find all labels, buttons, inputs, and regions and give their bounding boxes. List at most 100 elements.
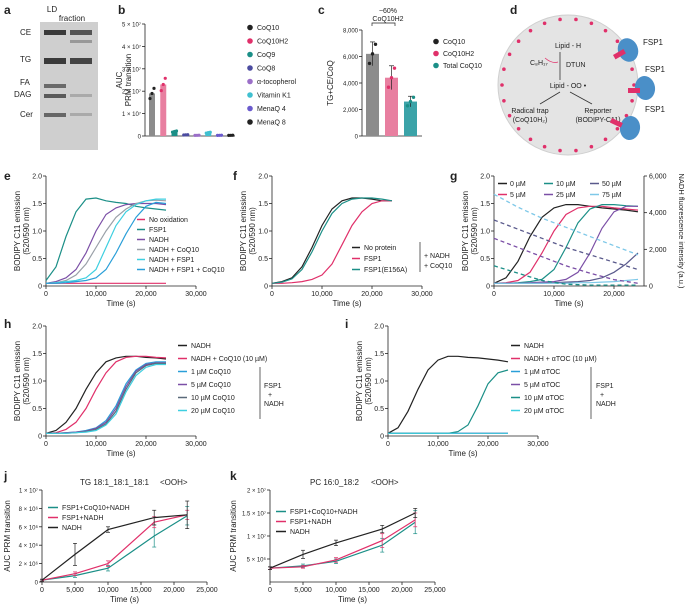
surface-dot [603,137,608,142]
radical-trap-sub: (CoQ10H₂) [513,117,548,124]
legend-label: NADH [149,237,169,244]
nadh-series-line [493,193,639,256]
panel-label-b: b [118,3,125,17]
x-tick-label: 15,000 [358,587,380,594]
panel-i: i 0 10,000 20,000 30,000 0 0.5 1.0 1.5 2.0 Time (… [345,317,616,458]
y-tick-label: 5 × 10⁷ [122,22,141,29]
y-axis-label: AUC PRM transition [3,500,12,572]
y-tick-label: 0.5 [32,406,42,413]
surface-dot [500,83,504,87]
x-tick-label: 20,000 [361,291,383,298]
y-axis-label: (520/590 nm) [22,207,31,255]
series-line [494,205,638,284]
legend-label: MenaQ 4 [257,106,286,113]
legend-label: NADH + CoQ10 [149,247,199,254]
y-tick-label: 2.0 [32,324,42,331]
legend-label: NADH + CoQ10 (10 µM) [191,356,267,363]
surface-dot [516,126,521,131]
data-point [408,99,413,104]
series-line [45,355,167,434]
y-tick-label: 2,000 [343,108,359,114]
y-axis-label: (520/590 nm) [248,207,257,255]
y-tick-label: 0.5 [480,256,490,263]
surface-dot [615,126,620,131]
surface-dot [507,113,512,118]
panel-label-k: k [230,469,237,483]
data-point [405,104,410,108]
legend-label: FSP1+NADH [62,515,103,522]
y-tick-label: 0 [138,135,142,141]
x-tick-label: 15,000 [130,587,152,594]
legend-label: 5 µM [510,192,526,199]
legend-marker [433,62,439,69]
legend-label: 50 µM [602,181,622,188]
x-tick-label: 0 [386,441,390,448]
series-line [271,197,393,284]
y-tick-label: 0.5 [374,406,384,413]
y-tick-label: 2 × 10⁶ [19,561,39,568]
surface-dot [528,28,533,33]
series-line [494,204,639,284]
x-tick-label: 20,000 [603,291,625,298]
y-tick-label: 1.0 [258,229,268,236]
y2-tick-label: 0 [649,284,653,291]
legend-label: NADH + FSP1 [149,257,194,264]
y-tick-label: 0 [264,284,268,291]
surface-dot [603,28,608,33]
group-label: + [268,392,272,399]
y-tick-label: 5 × 10⁶ [247,557,267,564]
series-line [494,278,639,284]
x-axis-label: Time (s) [106,299,135,308]
tlc-band [70,40,92,43]
data-point [370,52,375,56]
lipid-h-label: Lipid - H [555,43,581,50]
y-tick-label: 0.5 [32,256,42,263]
bar [171,131,178,136]
legend-label: NADH [62,525,82,532]
legend-label: CoQ8 [257,66,275,73]
panel-label-j: j [3,469,7,483]
x-tick-label: 10,000 [543,291,565,298]
bar [149,93,155,136]
panel-label-c: c [318,3,325,17]
surface-dot [574,17,578,22]
series-line [45,355,167,434]
legend-label: CoQ9 [257,52,275,59]
legend-label: FSP1+NADH [290,519,331,526]
y-tick-label: 1.0 [32,229,42,236]
legend-label: 5 µM CoQ10 [191,382,231,389]
y-tick-label: 1.0 [32,379,42,386]
series-line [493,204,639,284]
legend-label: CoQ10H2 [257,39,288,46]
group-label: NADH [596,401,616,408]
fsp1-label: FSP1 [645,65,666,74]
y-tick-label: 6,000 [343,55,359,61]
nadh-series-line [493,237,639,284]
surface-dot [502,67,506,72]
tlc-band [44,30,66,35]
chart-title: CoQ10H2 [372,16,403,23]
x-tick-label: 5,000 [66,587,84,594]
x-tick-label: 25,000 [424,587,446,594]
panel-f: f 0 10,000 20,000 30,000 0 0.5 1.0 1.5 2.0 Time (… [233,169,452,308]
data-point [150,91,154,96]
y-tick-label: 4 × 10⁷ [122,44,141,51]
legend-label: FSP1+CoQ10+NADH [62,505,130,512]
bar [160,84,167,136]
arrow-right [569,91,593,105]
tlc-band [70,58,92,64]
bracket [371,22,396,26]
group-label: NADH [264,401,284,408]
data-point [411,95,416,100]
data-point [386,85,391,89]
tlc-row-label: FA [20,78,30,87]
surface-dot [589,21,594,26]
y-tick-label: 1.5 [32,351,42,358]
y-tick-label: 6 × 10⁶ [19,524,39,531]
y2-tick-label: 6,000 [649,174,667,181]
surface-dot [516,39,521,44]
dtun-label: DTUN [566,62,585,69]
y2-tick-label: 4,000 [649,210,667,217]
data-point [392,66,397,70]
legend-label: NADH [290,529,310,536]
